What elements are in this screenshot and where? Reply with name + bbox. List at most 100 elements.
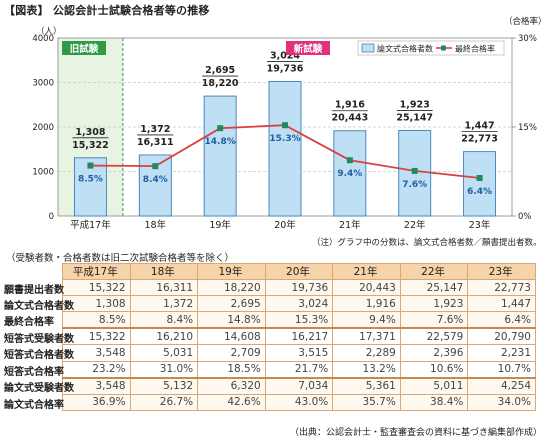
- table-row: 15,322 16,210 14,608 16,217 17,371 22,579 20,7…: [62, 327, 536, 346]
- category-label: 19年: [209, 219, 231, 231]
- table-cell: 2,709: [197, 344, 266, 362]
- table-row: 1,308 1,372 2,695 3,024 1,916 1,923 1,447: [62, 295, 536, 313]
- table-cell: 5,011: [399, 376, 469, 395]
- bar-6: [463, 151, 497, 217]
- pass-rate-label: 9.4%: [337, 169, 362, 179]
- table-cell: 31.0%: [129, 360, 199, 379]
- table-cell: 20,443: [332, 279, 401, 297]
- table-cell: 43.0%: [264, 393, 334, 411]
- table-cell: 6,320: [197, 376, 266, 395]
- table-cell: 18,220: [197, 279, 266, 297]
- right-axis-unit: （合格率）: [504, 16, 547, 27]
- table-cell: 2,695: [197, 295, 266, 313]
- table-header-cell: 平成17年: [62, 262, 131, 281]
- table-row: 15,322 16,311 18,220 19,736 20,443 25,147 22,7…: [62, 279, 536, 297]
- legend-line-label: 最終合格率: [455, 44, 495, 54]
- bar-label-passers: 1,308: [75, 127, 105, 138]
- left-tick-label: 0: [49, 212, 54, 222]
- category-label: 22年: [404, 219, 426, 231]
- table-cell: 19,736: [264, 279, 334, 297]
- table-header-cell: 19年: [197, 262, 266, 281]
- old-exam-tag: [62, 41, 106, 55]
- table-cell: 4,254: [467, 376, 536, 395]
- pass-rate-label: 8.5%: [78, 175, 103, 185]
- category-label: 20年: [274, 219, 296, 231]
- table-cell: 15,322: [62, 327, 131, 346]
- table-cell: 16,311: [129, 279, 199, 297]
- table-header-cell: 22年: [399, 262, 469, 281]
- left-tick-label: 4000: [32, 34, 54, 44]
- table-cell: 16,217: [264, 327, 334, 346]
- pass-rate-label: 15.3%: [269, 134, 300, 144]
- table-cell: 35.7%: [332, 393, 401, 411]
- table-cell: 15,322: [62, 279, 131, 297]
- table-cell: 3,024: [264, 295, 334, 313]
- pass-rate-marker: [346, 157, 353, 164]
- pass-rate-label: 8.4%: [143, 175, 168, 185]
- table-cell: 22,579: [399, 327, 469, 346]
- bar-label-applicants: 20,443: [332, 113, 369, 124]
- table-cell: 3,548: [62, 344, 131, 362]
- table-cell: 36.9%: [62, 393, 131, 411]
- table-cell: 25,147: [399, 279, 469, 297]
- table-cell: 1,447: [467, 295, 536, 313]
- table-cell: 8.5%: [62, 311, 131, 329]
- category-label: 23年: [469, 219, 491, 231]
- table-header-cell: 20年: [264, 262, 334, 281]
- old-exam-label: 旧試験: [70, 43, 99, 55]
- table-cell: 2,231: [467, 344, 536, 362]
- table-row: 23.2% 31.0% 18.5% 21.7% 13.2% 10.6% 10.7%: [62, 360, 536, 379]
- bar-label-passers: 1,923: [400, 99, 430, 110]
- source-note: （出典：公認会計士・監査審査会の資料に基づき編集部作成）: [289, 428, 542, 438]
- legend-marker-swatch: [441, 45, 446, 51]
- table-row: 3,548 5,132 6,320 7,034 5,361 5,011 4,254: [62, 376, 536, 395]
- table-cell: 2,396: [399, 344, 469, 362]
- bar-label-applicants: 16,311: [137, 137, 174, 148]
- bar-label-passers: 3,024: [270, 50, 300, 61]
- row-label: 論文式受験者数: [4, 383, 74, 394]
- table-cell: 38.4%: [399, 393, 469, 411]
- table-cell: 3,548: [62, 376, 131, 395]
- legend-bar-label: 論文式合格者数: [377, 44, 433, 54]
- row-label: 短答式合格率: [4, 367, 64, 378]
- table-caption: （受験者数・合格者数は旧二次試験合格者等を除く）: [6, 253, 235, 264]
- pass-rate-marker: [152, 163, 159, 170]
- table-cell: 8.4%: [129, 311, 199, 329]
- bar-label-applicants: 25,147: [396, 112, 433, 123]
- table-cell: 5,031: [129, 344, 199, 362]
- table-cell: 1,916: [332, 295, 401, 313]
- table-cell: 15.3%: [264, 311, 334, 329]
- bar-label-applicants: 19,736: [267, 63, 304, 74]
- new-exam-tag: [286, 41, 330, 55]
- table-cell: 3,515: [264, 344, 334, 362]
- pass-rate-marker: [87, 162, 94, 169]
- table-cell: 1,372: [129, 295, 199, 313]
- left-tick-label: 1000: [32, 168, 54, 178]
- table-row: 8.5% 8.4% 14.8% 15.3% 9.4% 7.6% 6.4%: [62, 311, 536, 329]
- table-cell: 7,034: [264, 376, 334, 395]
- right-tick-label: 0%: [518, 212, 532, 222]
- combo-chart: 0 1000 2000 3000 4000 0% 15% 30% （人） （合格率） 1,308 15…: [32, 16, 547, 231]
- table-cell: 17,371: [332, 327, 401, 346]
- table-cell: 6.4%: [467, 311, 536, 329]
- bar-label-passers: 1,447: [465, 121, 495, 132]
- table-header-cell: 23年: [467, 262, 536, 281]
- table-cell: 7.6%: [399, 311, 469, 329]
- pass-rate-label: 6.4%: [467, 187, 492, 197]
- table-cell: 23.2%: [62, 360, 131, 379]
- right-tick-label: 30%: [518, 34, 537, 44]
- table-header-row: 平成17年 18年 19年 20年 21年 22年 23年: [62, 262, 536, 281]
- left-tick-label: 2000: [32, 123, 54, 133]
- left-axis-unit: （人）: [36, 26, 62, 37]
- legend-bar-swatch: [361, 43, 375, 53]
- legend-box: [357, 40, 505, 56]
- table-cell: 13.2%: [332, 360, 401, 379]
- table-cell: 14,608: [197, 327, 266, 346]
- table-cell: 22,773: [467, 279, 536, 297]
- pass-rate-label: 7.6%: [402, 180, 427, 190]
- category-label: 平成17年: [70, 219, 111, 231]
- table-header-cell: 21年: [332, 262, 401, 281]
- table-cell: 26.7%: [129, 393, 199, 411]
- bar-label-passers: 2,695: [205, 65, 235, 76]
- pass-rate-marker: [476, 175, 483, 182]
